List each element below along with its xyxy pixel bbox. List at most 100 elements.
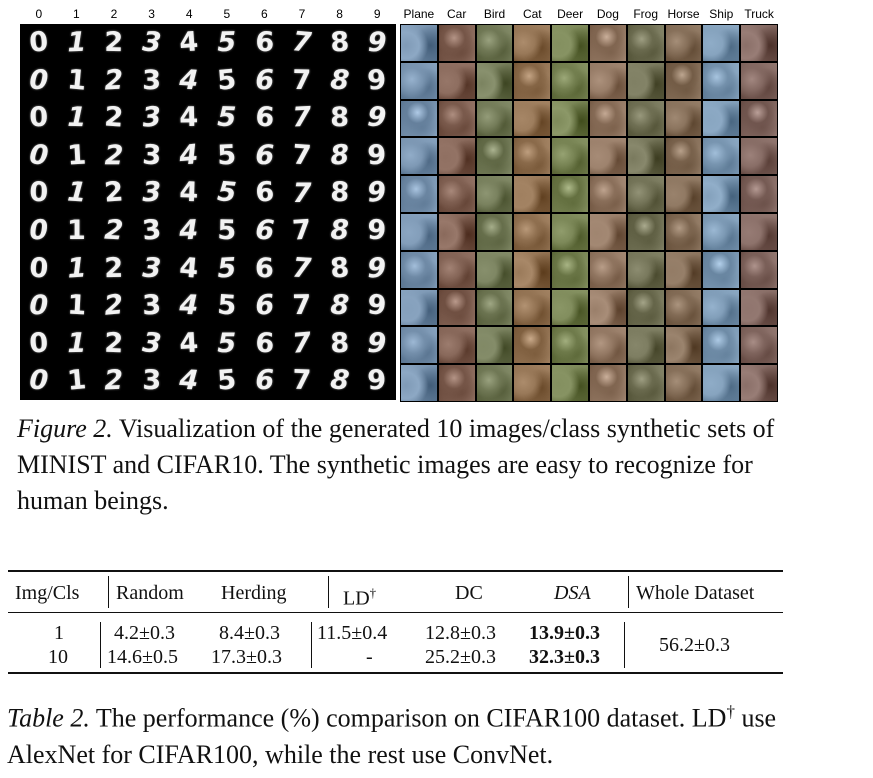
mnist-sample: 3 bbox=[141, 252, 162, 285]
cifar-sample bbox=[552, 100, 588, 137]
mnist-sample: 3 bbox=[140, 327, 163, 360]
mnist-sample: 1 bbox=[66, 290, 87, 322]
cifar-sample bbox=[590, 62, 626, 99]
figure-caption-lead: Figure 2. bbox=[17, 414, 113, 443]
mnist-sample: 0 bbox=[29, 290, 49, 322]
cifar-sample bbox=[514, 62, 551, 99]
cifar-sample bbox=[438, 62, 475, 99]
mnist-sample: 7 bbox=[292, 177, 312, 209]
cifar-sample bbox=[741, 100, 777, 137]
mnist-sample: 9 bbox=[366, 176, 388, 210]
mnist-sample: 6 bbox=[253, 289, 275, 323]
header-whole-dataset: Whole Dataset bbox=[636, 582, 755, 604]
cifar-sample bbox=[401, 100, 437, 137]
cifar-col-label-dog: Dog bbox=[596, 7, 619, 21]
mnist-sample: 6 bbox=[253, 214, 275, 247]
separator-body-1 bbox=[100, 622, 101, 668]
cifar-sample bbox=[627, 365, 664, 401]
mnist-sample: 5 bbox=[217, 27, 237, 59]
separator-after-herding bbox=[328, 576, 329, 608]
cifar-sample bbox=[552, 365, 588, 401]
mnist-sample: 0 bbox=[28, 64, 49, 97]
mnist-sample: 8 bbox=[329, 327, 350, 360]
cifar-sample bbox=[552, 327, 588, 364]
cifar-sample bbox=[552, 176, 588, 212]
cifar-sample bbox=[552, 214, 588, 250]
mnist-sample: 3 bbox=[141, 177, 162, 209]
mnist-sample: 3 bbox=[141, 101, 163, 135]
mnist-col-label-4: 4 bbox=[185, 7, 193, 21]
cifar-sample bbox=[627, 100, 664, 137]
cifar-sample bbox=[627, 251, 664, 288]
cifar-sample bbox=[438, 25, 475, 61]
cifar-sample bbox=[703, 62, 740, 99]
cifar-sample bbox=[741, 251, 777, 288]
cifar10-synthetic-grid bbox=[400, 24, 778, 402]
mnist-sample: 9 bbox=[366, 102, 388, 134]
header-random: Random bbox=[116, 582, 184, 604]
mnist-sample: 4 bbox=[178, 327, 200, 360]
cifar-sample bbox=[552, 62, 588, 99]
cifar-sample bbox=[401, 214, 437, 250]
mnist-sample: 8 bbox=[329, 215, 350, 247]
mnist-col-label-1: 1 bbox=[73, 7, 80, 21]
row1-img-cls: 1 bbox=[54, 622, 64, 644]
cifar-sample bbox=[476, 62, 513, 99]
row2-dsa: 32.3±0.3 bbox=[529, 646, 600, 668]
cifar-sample bbox=[703, 251, 740, 288]
mnist-sample: 9 bbox=[366, 365, 388, 398]
separator-before-whole bbox=[628, 576, 629, 608]
mnist-sample: 8 bbox=[329, 26, 350, 59]
mnist-sample: 1 bbox=[66, 26, 87, 59]
cifar-sample bbox=[438, 327, 475, 364]
mnist-sample: 2 bbox=[103, 177, 125, 210]
cifar-sample bbox=[438, 100, 475, 137]
row2-herding: 17.3±0.3 bbox=[211, 646, 282, 668]
mnist-sample: 9 bbox=[367, 327, 387, 360]
cifar-sample bbox=[741, 176, 777, 212]
row2-img-cls: 10 bbox=[48, 646, 68, 668]
cifar-sample bbox=[703, 138, 740, 175]
cifar-col-label-frog: Frog bbox=[633, 7, 659, 21]
table-caption-text-2: use AlexNet for CIFAR100, while the rest… bbox=[7, 703, 777, 769]
cifar-sample bbox=[741, 214, 777, 250]
cifar-col-label-horse: Horse bbox=[667, 7, 700, 21]
cifar-sample bbox=[514, 327, 551, 364]
mnist-sample: 0 bbox=[28, 26, 50, 60]
mnist-sample: 6 bbox=[253, 101, 276, 135]
mnist-sample: 5 bbox=[216, 365, 238, 398]
cifar-sample bbox=[401, 176, 437, 212]
mnist-sample: 7 bbox=[291, 26, 313, 60]
mnist-col-label-7: 7 bbox=[298, 7, 306, 21]
table-top-rule bbox=[8, 570, 783, 572]
mnist-sample: 5 bbox=[217, 215, 237, 247]
mnist-sample: 9 bbox=[366, 289, 388, 323]
cifar-sample bbox=[590, 100, 626, 137]
results-table: Img/Cls Random Herding LD† DC DSA Whole … bbox=[8, 570, 798, 680]
cifar-col-label-cat: Cat bbox=[522, 7, 542, 21]
cifar-sample bbox=[552, 251, 588, 288]
mnist-sample: 7 bbox=[291, 102, 313, 134]
cifar-col-label-car: Car bbox=[447, 7, 467, 21]
mnist-sample: 6 bbox=[254, 64, 275, 97]
cifar-sample bbox=[552, 138, 588, 175]
cifar-sample bbox=[703, 100, 740, 137]
mnist-sample: 5 bbox=[216, 102, 237, 134]
cifar-sample bbox=[590, 25, 626, 61]
mnist-sample: 0 bbox=[28, 102, 49, 134]
table-caption-lead: Table 2. bbox=[7, 703, 90, 733]
mnist-sample: 3 bbox=[141, 26, 163, 59]
mnist-sample: 4 bbox=[178, 139, 200, 172]
mnist-sample: 0 bbox=[28, 214, 49, 247]
mnist-sample: 9 bbox=[367, 27, 387, 59]
mnist-sample: 8 bbox=[329, 177, 350, 210]
mnist-sample: 7 bbox=[291, 139, 313, 172]
cifar-sample bbox=[438, 251, 475, 288]
cifar-sample bbox=[401, 327, 437, 364]
mnist-sample: 2 bbox=[104, 140, 124, 172]
mnist-sample: 7 bbox=[292, 64, 312, 97]
row1-herding: 8.4±0.3 bbox=[219, 622, 280, 644]
cifar-sample bbox=[590, 176, 626, 212]
cifar-sample bbox=[514, 138, 551, 175]
